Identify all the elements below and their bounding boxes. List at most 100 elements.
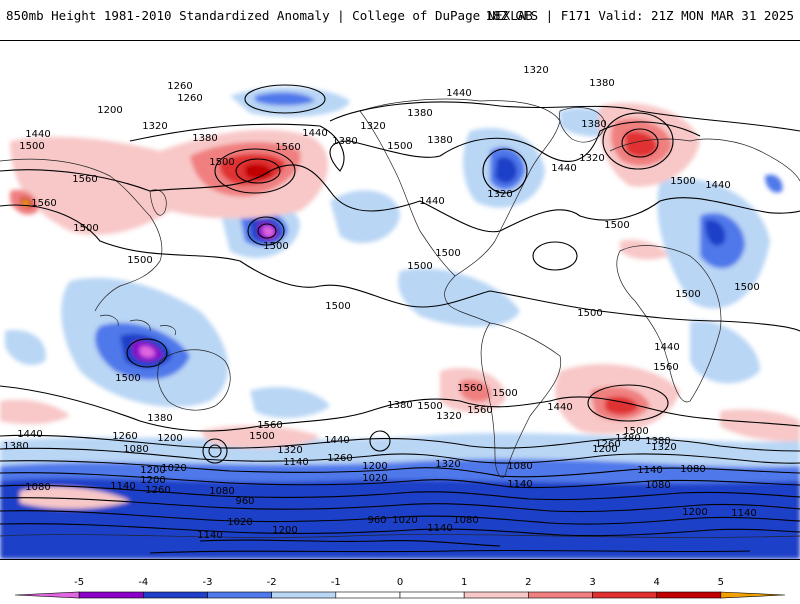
contour-label: 1500 [115,373,140,384]
contour-label: 1500 [675,289,700,300]
neg3-area [495,156,518,184]
contour-label: 1440 [705,180,730,191]
anomaly-map: 1320 1380 1260 1260 1200 1320 1380 1440 1500 1560… [0,40,800,560]
pos3-area [605,396,638,415]
contour-1440-south [0,434,800,452]
contour-label: 1200 [362,461,387,472]
contour-label: 1260 [595,439,620,450]
colorbar-tick-label: -5 [74,577,84,588]
contour-label: 1200 [272,525,297,536]
contour-label: 1080 [645,480,670,491]
contour-closed-high-npac-inner [235,158,281,184]
contour-label: 1200 [140,475,165,486]
contour-label: 1260 [112,431,137,442]
contour-label: 1560 [275,142,300,153]
neg5-area [263,226,275,237]
contour-closed-na-low [482,148,528,194]
contour-label: 1080 [507,461,532,472]
contour-1080 [0,510,800,525]
neg1-area [690,320,760,384]
contour-closed-sa-high [587,384,669,422]
contour-label: 1440 [446,88,471,99]
contour-label: 1500 [249,431,274,442]
contour-label: 1500 [263,241,288,252]
contour-label: 1500 [387,141,412,152]
contour-1140 [0,497,800,513]
contour-label: 1440 [17,429,42,440]
pos1-area [200,425,320,449]
contour-label: 1380 [407,108,432,119]
contour-label: 1440 [25,129,50,140]
contour-label: 1260 [167,81,192,92]
contour-label: 1320 [277,445,302,456]
contour-label: 960 [235,496,254,507]
contour-label: 1140 [283,457,308,468]
colorbar-segment [463,591,529,599]
contour-label: 1560 [257,420,282,431]
anomaly-shading [0,86,800,559]
contour-label: 1320 [487,189,512,200]
contour-label: 1020 [161,463,186,474]
africa-coast [616,245,722,403]
contour-label: 1380 [332,136,357,147]
contour-label: 1500 [127,255,152,266]
colorbar-tick-label: -2 [267,577,277,588]
model-run-info: 18Z GFS | F171 Valid: 21Z MON MAR 31 202… [485,8,794,23]
contour-label: 1260 [177,93,202,104]
contour-label: 1380 [427,135,452,146]
contour-label: 1020 [227,517,252,528]
contour-label: 1500 [435,248,460,259]
colorbar-tick-label: -1 [331,577,341,588]
colorbar-segment [271,591,337,599]
contour-label: 1500 [73,223,98,234]
contour-label: 1080 [209,486,234,497]
contour-1500-south [0,385,800,432]
europe-coast [609,138,800,182]
contour-label: 1200 [97,105,122,116]
neg2-area [255,92,315,106]
contour-label: 1380 [589,78,614,89]
colorbar-segment [335,591,401,599]
contour-closed-sa-east [369,430,391,452]
contour-label: 1320 [360,121,385,132]
contour-label: 1560 [457,383,482,394]
contour-1440 [0,164,800,233]
contour-label: 1080 [25,482,50,493]
neg1-area [398,268,520,327]
contour-label: 1500 [604,220,629,231]
contour-label: 1140 [110,481,135,492]
contour-label: 1200 [140,465,165,476]
pos1-area [620,239,668,260]
contour-label: 1140 [507,479,532,490]
asia-coast [0,158,163,312]
colorbar-tick-label: -4 [138,577,148,588]
contour-label: 1260 [145,485,170,496]
antarctica-coast [0,534,800,538]
map-title: 850mb Height 1981-2010 Standardized Anom… [6,8,533,23]
contour-label: 1440 [324,435,349,446]
contour-label: 1140 [637,465,662,476]
colorbar-segment [78,591,144,599]
contour-label: 1260 [327,453,352,464]
contour-1260 [0,472,800,489]
contour-label: 1380 [387,400,412,411]
contour-label: 1140 [427,523,452,534]
contour-label: 1200 [592,444,617,455]
contour-label: 1440 [419,196,444,207]
north-america-coast [359,98,561,324]
colorbar: -5 -4 -3 -2 -1 0 1 2 3 4 5 [0,568,800,600]
contour-label: 1560 [72,174,97,185]
pos3-area [625,131,658,157]
neg5-area [140,346,155,358]
contour-label: 1320 [142,121,167,132]
contour-label: 1380 [192,133,217,144]
contour-label: 1380 [3,441,28,452]
pos2-area [460,379,491,402]
contour-label: 1500 [407,261,432,272]
contour-closed-spac-inner [208,444,222,458]
contour-label: 1500 [670,176,695,187]
contour-label: 1500 [577,308,602,319]
neg1-area [5,330,46,366]
